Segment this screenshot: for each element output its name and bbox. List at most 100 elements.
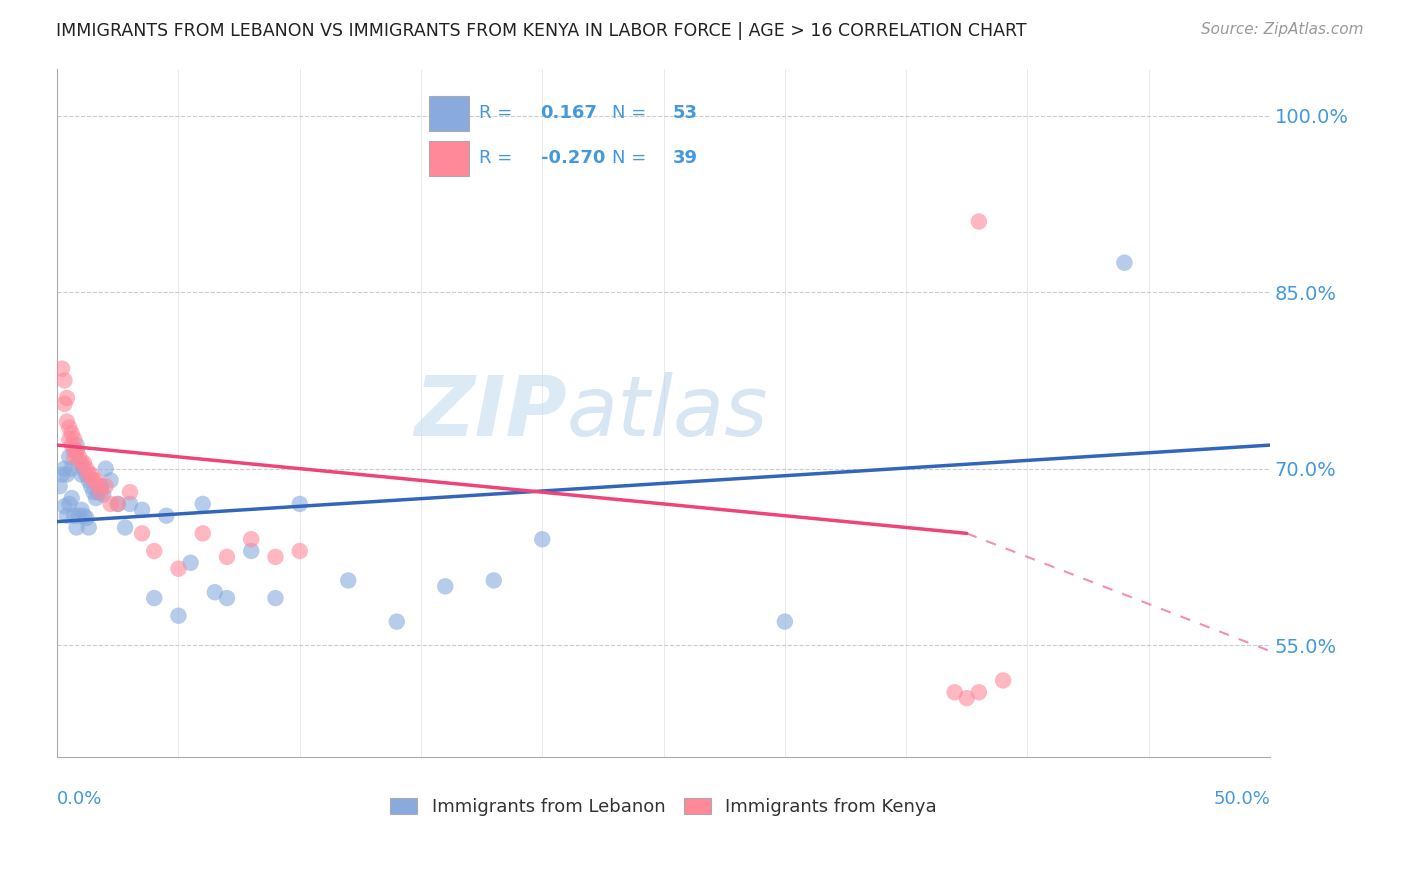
Point <box>65 438 87 452</box>
Text: Source: ZipAtlas.com: Source: ZipAtlas.com <box>1201 22 1364 37</box>
Point <box>90 485 112 500</box>
Legend: Immigrants from Lebanon, Immigrants from Kenya: Immigrants from Lebanon, Immigrants from… <box>384 791 943 823</box>
Point <box>131 526 153 541</box>
Point <box>56 391 79 405</box>
Text: IMMIGRANTS FROM LEBANON VS IMMIGRANTS FROM KENYA IN LABOR FORCE | AGE > 16 CORRE: IMMIGRANTS FROM LEBANON VS IMMIGRANTS FR… <box>56 22 1026 40</box>
Point <box>240 544 263 558</box>
Point <box>77 520 100 534</box>
Point <box>63 432 86 446</box>
Point <box>288 497 311 511</box>
Point <box>73 508 96 523</box>
Point <box>80 467 103 482</box>
Point <box>967 214 990 228</box>
Point <box>56 467 79 482</box>
Point <box>118 497 141 511</box>
Point <box>167 562 190 576</box>
Point <box>53 461 76 475</box>
Point <box>63 450 86 464</box>
Point <box>288 544 311 558</box>
Point <box>118 485 141 500</box>
Point <box>87 485 110 500</box>
Point <box>204 585 226 599</box>
Point <box>434 579 457 593</box>
Point <box>63 444 86 458</box>
Point <box>63 508 86 523</box>
Point <box>80 479 103 493</box>
Point <box>264 549 287 564</box>
Point <box>75 511 97 525</box>
Point <box>48 479 70 493</box>
Point <box>84 474 107 488</box>
Point <box>70 456 93 470</box>
Point <box>87 479 110 493</box>
Point <box>67 450 90 464</box>
Point <box>53 373 76 387</box>
Point <box>155 508 177 523</box>
Point <box>1114 256 1136 270</box>
Point <box>60 426 83 441</box>
Point <box>60 491 83 505</box>
Point <box>180 556 202 570</box>
Point <box>90 479 112 493</box>
Point <box>84 491 107 505</box>
Point <box>60 438 83 452</box>
Point <box>337 574 360 588</box>
Point <box>77 474 100 488</box>
Point <box>75 461 97 475</box>
Point <box>75 467 97 482</box>
Point <box>943 685 966 699</box>
Point <box>65 444 87 458</box>
Point <box>67 508 90 523</box>
Text: 50.0%: 50.0% <box>1213 790 1270 808</box>
Point <box>264 591 287 605</box>
Point <box>53 500 76 514</box>
Point <box>482 574 505 588</box>
Point <box>531 533 554 547</box>
Point <box>956 691 979 706</box>
Point <box>143 544 166 558</box>
Point <box>100 474 122 488</box>
Point <box>83 485 105 500</box>
Point <box>773 615 796 629</box>
Point <box>107 497 129 511</box>
Point <box>191 526 214 541</box>
Point <box>73 456 96 470</box>
Point <box>991 673 1014 688</box>
Point <box>385 615 408 629</box>
Point <box>58 497 80 511</box>
Point <box>58 450 80 464</box>
Point <box>167 608 190 623</box>
Point <box>83 474 105 488</box>
Point <box>58 420 80 434</box>
Point <box>240 533 263 547</box>
Text: 0.0%: 0.0% <box>58 790 103 808</box>
Point <box>70 467 93 482</box>
Point <box>94 479 117 493</box>
Point <box>114 520 136 534</box>
Point <box>215 591 238 605</box>
Point <box>60 461 83 475</box>
Point <box>967 685 990 699</box>
Point <box>56 415 79 429</box>
Text: ZIP: ZIP <box>413 372 567 453</box>
Point <box>94 461 117 475</box>
Text: atlas: atlas <box>567 372 768 453</box>
Point <box>65 444 87 458</box>
Point <box>51 467 73 482</box>
Point <box>215 549 238 564</box>
Point <box>143 591 166 605</box>
Point <box>91 487 114 501</box>
Point <box>65 520 87 534</box>
Point <box>73 461 96 475</box>
Point <box>191 497 214 511</box>
Point <box>51 361 73 376</box>
Point <box>58 432 80 446</box>
Point <box>53 397 76 411</box>
Point <box>70 503 93 517</box>
Point <box>107 497 129 511</box>
Point <box>77 467 100 482</box>
Point <box>131 503 153 517</box>
Point <box>56 508 79 523</box>
Point <box>100 497 122 511</box>
Point <box>67 456 90 470</box>
